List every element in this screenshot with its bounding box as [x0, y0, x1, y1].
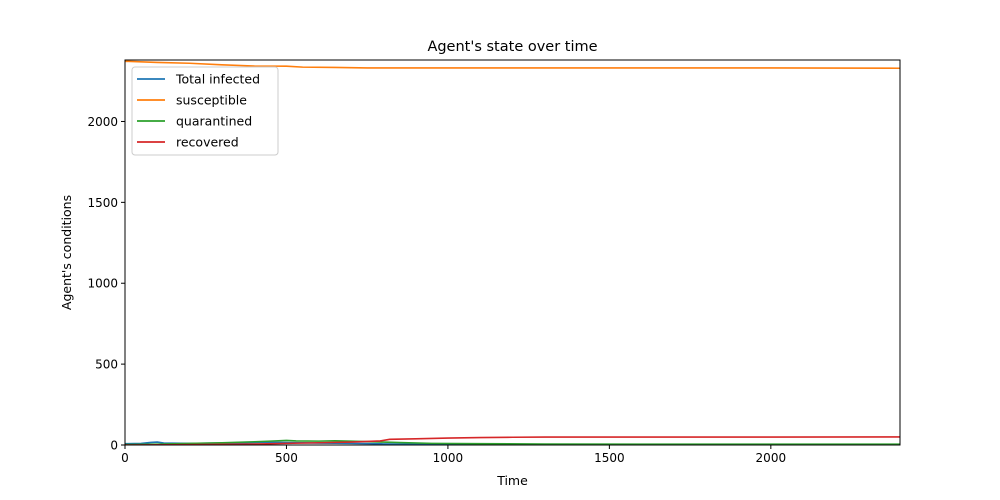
y-tick-label: 500	[95, 358, 118, 372]
y-tick-label: 1500	[87, 196, 118, 210]
series-line-quarantined	[125, 439, 900, 445]
series-line-recovered	[125, 436, 900, 445]
x-tick-label: 1500	[594, 451, 625, 465]
x-axis: 0 500 1000 1500 2000	[121, 445, 786, 465]
legend-label-susceptible: susceptible	[176, 93, 247, 108]
legend-label-quarantined: quarantined	[176, 114, 252, 129]
series-line-susceptible	[125, 60, 900, 70]
y-axis: 0 500 1000 1500 2000	[87, 115, 125, 453]
plot-frame	[124, 59, 901, 446]
x-tick-label: 500	[275, 451, 298, 465]
y-axis-label: Agent's conditions	[59, 195, 74, 310]
legend: Total infected susceptible quarantined reco…	[131, 66, 279, 156]
x-axis-label: Time	[496, 473, 528, 488]
x-tick-label: 1000	[433, 451, 464, 465]
y-tick-label: 1000	[87, 277, 118, 291]
x-tick-label: 0	[121, 451, 129, 465]
legend-label-recovered: recovered	[176, 135, 239, 150]
y-tick-label: 0	[110, 439, 118, 453]
legend-frame	[131, 66, 279, 156]
x-tick-label: 2000	[756, 451, 787, 465]
chart-title: Agent's state over time	[427, 39, 597, 55]
y-tick-label: 2000	[87, 115, 118, 129]
legend-label-total-infected: Total infected	[175, 72, 260, 87]
